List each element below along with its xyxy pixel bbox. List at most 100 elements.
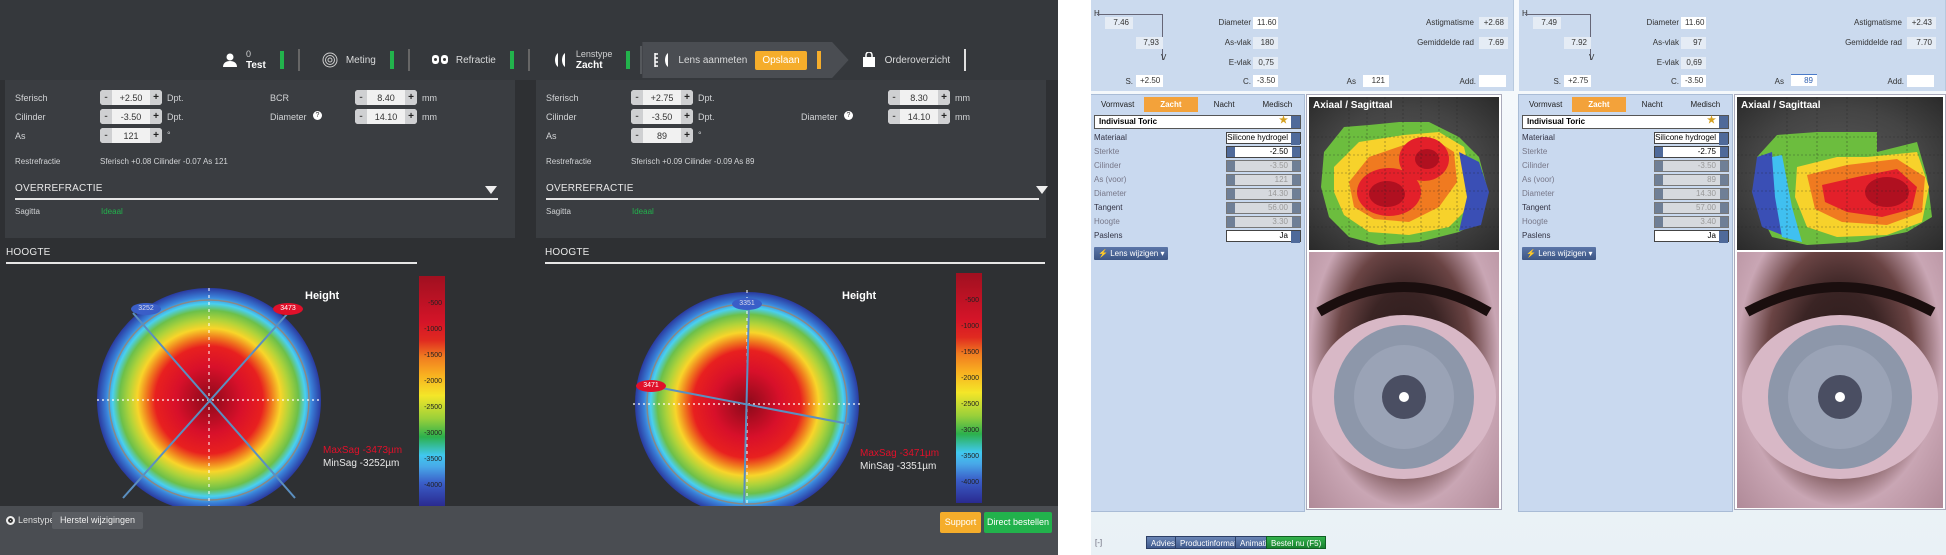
as-value[interactable]: 89 [656, 130, 667, 141]
spin-right-icon[interactable] [1292, 189, 1300, 199]
tab-medisch[interactable]: Medisch [1690, 100, 1721, 109]
spin-left-icon[interactable] [1655, 175, 1663, 185]
overrefractie-header[interactable]: OVERREFRACTIE [15, 183, 103, 194]
tab-vormvast[interactable]: Vormvast [1100, 100, 1135, 109]
materiaal-select[interactable]: Silicone hydrogel [1654, 132, 1729, 145]
cilinder-stepper[interactable]: - -3.50 + [631, 109, 693, 124]
s-field[interactable]: +2.50 [1136, 75, 1163, 87]
tangent-spinner[interactable]: 57.00 [1654, 202, 1729, 214]
overrefractie-header[interactable]: OVERREFRACTIE [546, 183, 634, 194]
diameter-stepper[interactable]: -14.10 + [355, 109, 417, 124]
paslens-select[interactable]: Ja [1226, 230, 1301, 243]
spin-left-icon[interactable] [1227, 161, 1235, 171]
spin-right-icon[interactable] [1720, 217, 1728, 227]
c-field[interactable]: -3.50 [1681, 75, 1706, 87]
c-field[interactable]: -3.50 [1253, 75, 1278, 87]
tab-zacht[interactable]: Zacht [1572, 97, 1626, 112]
spin-right-icon[interactable] [1292, 161, 1300, 171]
sferisch-value[interactable]: +2.50 [119, 92, 143, 103]
add-field[interactable] [1479, 75, 1506, 87]
spin-right-icon[interactable] [1292, 203, 1300, 213]
spin-left-icon[interactable] [1655, 161, 1663, 171]
cilinder-value[interactable]: -3.50 [651, 111, 673, 122]
spin-right-icon[interactable] [1720, 189, 1728, 199]
step-test[interactable]: 0 Test [210, 42, 310, 78]
step-lenstype[interactable]: Lenstype Zacht [540, 42, 641, 78]
sferisch-stepper[interactable]: - +2.75 + [631, 90, 693, 105]
add-field[interactable] [1907, 75, 1934, 87]
increment-button[interactable]: + [150, 90, 162, 105]
bestel-nu-button[interactable]: Bestel nu (F5) [1266, 536, 1327, 549]
hoogte-spinner[interactable]: 3.40 [1654, 216, 1729, 228]
as-field[interactable]: 89 [1791, 74, 1817, 86]
help-icon[interactable]: ? [844, 111, 853, 120]
spin-right-icon[interactable] [1292, 217, 1300, 227]
spin-right-icon[interactable] [1720, 147, 1728, 157]
bcr-value[interactable]: 8.30 [910, 92, 928, 103]
dropdown-arrow-icon[interactable] [1719, 133, 1728, 145]
cilinder-spinner[interactable]: -3.50 [1654, 160, 1729, 172]
productinformatie-button[interactable]: Productinformatie [1175, 536, 1248, 549]
diameter-spinner[interactable]: 14.30 [1654, 188, 1729, 200]
spin-left-icon[interactable] [1227, 217, 1235, 227]
direct-bestellen-button[interactable]: Direct bestellen [984, 512, 1052, 533]
increment-button[interactable]: + [405, 109, 417, 124]
increment-button[interactable]: + [938, 109, 950, 124]
increment-button[interactable]: + [150, 128, 162, 143]
as-value[interactable]: 121 [123, 130, 139, 141]
diameter-field[interactable]: 11.60 [1681, 17, 1706, 29]
animatie-button[interactable]: Animatie [1235, 536, 1277, 549]
decrement-button[interactable]: - [355, 90, 367, 105]
increment-button[interactable]: + [150, 109, 162, 124]
spin-left-icon[interactable] [1227, 147, 1235, 157]
cilinder-spinner[interactable]: -3.50 [1226, 160, 1301, 172]
hoogte-spinner[interactable]: 3.30 [1226, 216, 1301, 228]
spin-left-icon[interactable] [1655, 203, 1663, 213]
diameter-spinner[interactable]: 14.30 [1226, 188, 1301, 200]
lens-wijzigen-button[interactable]: ⚡ Lens wijzigen ▾ [1094, 247, 1168, 260]
as-stepper[interactable]: - 89 + [631, 128, 693, 143]
dropdown-arrow-icon[interactable] [1291, 116, 1300, 128]
sterkte-value[interactable]: -2.50 [1269, 147, 1288, 156]
sterkte-spinner[interactable]: -2.50 [1226, 146, 1301, 158]
decrement-button[interactable]: - [100, 109, 112, 124]
lens-select[interactable]: Indivisual Toric ★ [1522, 115, 1729, 129]
cilinder-value[interactable]: -3.50 [120, 111, 142, 122]
increment-button[interactable]: + [405, 90, 417, 105]
s-field[interactable]: +2.75 [1564, 75, 1591, 87]
spin-right-icon[interactable] [1720, 175, 1728, 185]
chevron-down-icon[interactable] [485, 186, 497, 194]
lens-wijzigen-button[interactable]: ⚡ Lens wijzigen ▾ [1522, 247, 1596, 260]
paslens-select[interactable]: Ja [1654, 230, 1729, 243]
tab-nacht[interactable]: Nacht [1213, 100, 1235, 109]
diameter-stepper[interactable]: -14.10 + [888, 109, 950, 124]
step-meting[interactable]: Meting [310, 42, 420, 78]
radio-icon[interactable] [6, 515, 15, 525]
spin-left-icon[interactable] [1655, 147, 1663, 157]
increment-button[interactable]: + [681, 90, 693, 105]
lenstype-radio[interactable]: Lenstype [6, 515, 55, 525]
tab-medisch[interactable]: Medisch [1262, 100, 1293, 109]
step-lens-aanmeten[interactable]: Lens aanmeten Opslaan [642, 42, 849, 78]
support-button[interactable]: Support [940, 512, 981, 533]
tab-vormvast[interactable]: Vormvast [1528, 100, 1563, 109]
bcr-value[interactable]: 8.40 [377, 92, 395, 103]
dropdown-arrow-icon[interactable] [1719, 116, 1728, 128]
bcr-stepper[interactable]: -8.30 + [888, 90, 950, 105]
cilinder-stepper[interactable]: - -3.50 + [100, 109, 162, 124]
sterkte-spinner[interactable]: -2.75 [1654, 146, 1729, 158]
tab-zacht[interactable]: Zacht [1144, 97, 1198, 112]
decrement-button[interactable]: - [100, 128, 112, 143]
spin-left-icon[interactable] [1655, 217, 1663, 227]
decrement-button[interactable]: - [100, 90, 112, 105]
diameter-value[interactable]: 14.10 [374, 111, 398, 122]
decrement-button[interactable]: - [888, 90, 900, 105]
chevron-down-icon[interactable] [1036, 186, 1048, 194]
dropdown-arrow-icon[interactable] [1291, 231, 1300, 243]
sterkte-value[interactable]: -2.75 [1697, 147, 1716, 156]
sferisch-value[interactable]: +2.75 [650, 92, 674, 103]
diameter-value[interactable]: 14.10 [907, 111, 931, 122]
spin-right-icon[interactable] [1720, 203, 1728, 213]
diameter-field[interactable]: 11.60 [1253, 17, 1278, 29]
as-voor-spinner[interactable]: 121 [1226, 174, 1301, 186]
